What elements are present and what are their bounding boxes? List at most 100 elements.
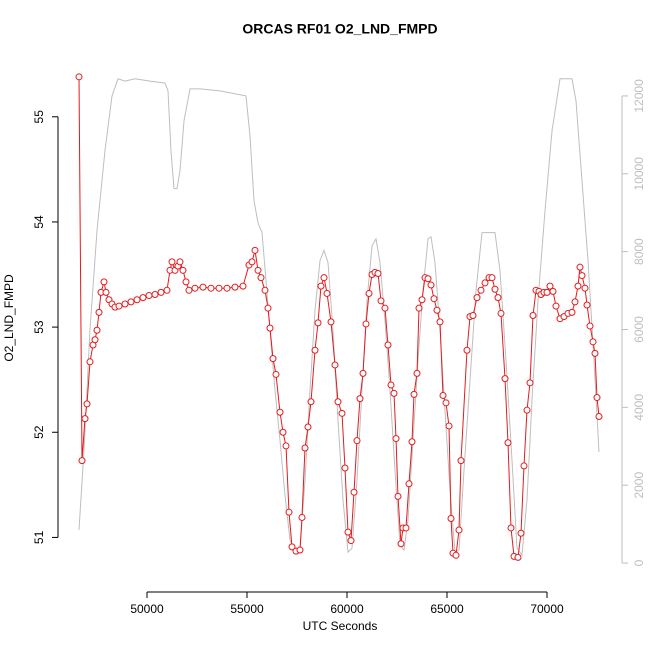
data-point <box>139 294 147 302</box>
data-point <box>215 284 223 292</box>
data-point <box>362 320 370 328</box>
data-point <box>121 300 129 308</box>
data-point <box>452 551 460 559</box>
data-point <box>526 379 534 387</box>
data-point <box>477 286 485 294</box>
data-point <box>83 400 91 408</box>
data-point <box>288 543 296 551</box>
data-point <box>157 288 165 296</box>
data-point <box>223 284 231 292</box>
data-point <box>296 546 304 554</box>
data-point <box>394 492 402 500</box>
data-point <box>481 279 489 287</box>
data-point <box>320 274 328 282</box>
data-line <box>78 78 600 557</box>
data-point <box>75 73 83 81</box>
data-point <box>317 282 325 290</box>
x-tick-label: 60000 <box>330 602 364 616</box>
data-point <box>439 391 447 399</box>
data-point <box>507 524 515 532</box>
data-point <box>239 282 247 290</box>
data-point <box>497 309 505 317</box>
data-point <box>501 375 509 383</box>
data-point <box>365 289 373 297</box>
data-line <box>78 76 600 559</box>
data-point <box>127 298 135 306</box>
data-point <box>576 263 584 271</box>
data-point <box>571 298 579 306</box>
data-point <box>163 286 171 294</box>
x-tick-label: 50000 <box>130 602 164 616</box>
x-axis-label: UTC Seconds <box>303 619 378 633</box>
data-point <box>424 275 432 283</box>
data-point <box>81 415 89 423</box>
data-point <box>314 319 322 327</box>
data-point <box>100 278 108 286</box>
data-point <box>331 361 339 369</box>
data-point <box>285 508 293 516</box>
data-point <box>266 324 274 332</box>
data-point <box>145 292 153 300</box>
data-point <box>133 296 141 304</box>
data-point <box>341 464 349 472</box>
data-point <box>327 318 335 326</box>
data-point <box>261 286 269 294</box>
data-point <box>191 284 199 292</box>
data-point <box>304 423 312 431</box>
data-point <box>91 336 99 344</box>
data-point <box>568 308 576 316</box>
data-point <box>254 266 262 274</box>
data-point <box>543 288 551 296</box>
data-point <box>552 302 560 310</box>
x-tick-label: 55000 <box>230 602 264 616</box>
data-point <box>418 296 426 304</box>
y2-tick-label: 6000 <box>632 316 646 343</box>
data-point <box>350 488 358 496</box>
data-point <box>523 406 531 414</box>
data-point <box>185 286 193 294</box>
data-point <box>231 283 239 291</box>
data-point <box>410 390 418 398</box>
y2-tick-label: 10000 <box>632 157 646 191</box>
data-point <box>520 462 528 470</box>
data-point <box>257 274 265 282</box>
data-point <box>353 437 361 445</box>
data-point <box>430 295 438 303</box>
data-point <box>151 291 159 299</box>
data-point <box>359 369 367 377</box>
y2-tick-label: 12000 <box>632 79 646 113</box>
data-point <box>463 346 471 354</box>
data-point <box>384 341 392 349</box>
data-point <box>95 308 103 316</box>
y2-tick-label: 0 <box>632 559 646 566</box>
data-point <box>529 312 537 320</box>
data-point <box>549 287 557 295</box>
data-point <box>381 304 389 312</box>
data-point <box>102 288 110 296</box>
data-point <box>78 457 86 465</box>
data-point <box>338 409 346 417</box>
data-point <box>581 284 589 292</box>
data-point <box>311 346 319 354</box>
data-point <box>473 294 481 302</box>
data-point <box>199 283 207 291</box>
data-point <box>445 422 453 430</box>
data-point <box>578 272 586 280</box>
data-point <box>168 258 176 266</box>
data-point <box>494 294 502 302</box>
data-point <box>334 398 342 406</box>
data-point <box>374 269 382 277</box>
data-point <box>387 381 395 389</box>
y-tick-label: 52 <box>32 425 46 439</box>
data-point <box>390 389 398 397</box>
data-point <box>546 282 554 290</box>
y-tick-label: 55 <box>32 110 46 124</box>
data-point <box>447 514 455 522</box>
data-point <box>436 318 444 326</box>
data-point <box>347 537 355 545</box>
data-point <box>427 281 435 289</box>
data-point <box>307 398 315 406</box>
y2-tick-label: 2000 <box>632 472 646 499</box>
